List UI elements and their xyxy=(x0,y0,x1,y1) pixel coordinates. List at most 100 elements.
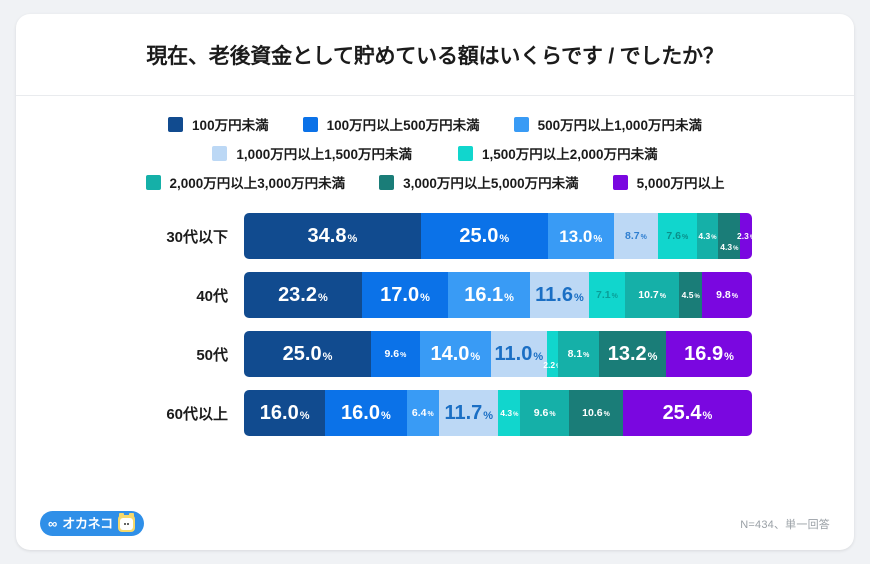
segment-number: 9.8 xyxy=(716,288,731,301)
percent-sign: % xyxy=(347,233,358,245)
bar-segment-value: 6.4% xyxy=(412,408,434,419)
bar-segment[interactable]: 9.6% xyxy=(520,390,570,436)
segment-number: 9.6 xyxy=(384,347,400,360)
legend-item[interactable]: 1,000万円以上1,500万円未満 xyxy=(212,143,412,163)
segment-number: 4.3 xyxy=(698,230,711,241)
bar-segment[interactable]: 8.7% xyxy=(613,213,658,259)
bar-segment-value: 34.8% xyxy=(308,226,358,246)
percent-sign: % xyxy=(733,246,739,252)
bar-segment-value: 8.1% xyxy=(568,349,590,360)
segment-number: 10.6 xyxy=(582,406,603,419)
legend-item[interactable]: 5,000万円以上 xyxy=(612,172,724,192)
segment-number: 16.0 xyxy=(259,402,299,424)
stacked-bar: 16.0% 16.0% 6.4% 11.7% 4.3% 9.6% 10.6% 25.4% xyxy=(244,390,752,436)
bar-segment[interactable]: 10.7% xyxy=(624,272,680,318)
bar-segment-value: 16.9% xyxy=(684,344,734,364)
legend-swatch-icon xyxy=(458,145,473,161)
bar-segment[interactable]: 16.1% xyxy=(448,272,530,318)
bar-segment[interactable]: 13.2% xyxy=(599,331,667,377)
bar-segment[interactable]: 16.0% xyxy=(244,390,326,436)
bar-segment[interactable]: 13.0% xyxy=(547,213,614,259)
bar-segment[interactable]: 25.0% xyxy=(420,213,548,259)
bar-segment[interactable]: 6.4% xyxy=(406,390,440,436)
percent-sign: % xyxy=(504,292,514,304)
bar-segment[interactable]: 2.3% xyxy=(737,213,752,259)
legend-swatch-icon xyxy=(612,174,628,190)
bar-segment[interactable]: 11.7% xyxy=(439,390,499,436)
bar-segment[interactable]: 4.3% xyxy=(718,213,741,259)
percent-sign: % xyxy=(611,292,618,300)
bar-segment-value: 23.2% xyxy=(278,285,328,305)
bar-segment-value: 13.0% xyxy=(559,228,602,245)
legend-item[interactable]: 100万円以上500万円未満 xyxy=(302,114,480,134)
legend-item[interactable]: 100万円未満 xyxy=(168,114,269,134)
bar-segment[interactable]: 4.5% xyxy=(679,272,703,318)
legend-item[interactable]: 3,000万円以上5,000万円未満 xyxy=(379,172,579,192)
legend-item[interactable]: 2,000万円以上3,000万円未満 xyxy=(145,172,345,192)
chart-card: 現在、老後資金として貯めている額はいくらです / でしたか？ 100万円未満 10… xyxy=(16,14,854,550)
bar-segment-value: 8.7% xyxy=(625,231,647,242)
bar-segment[interactable]: 8.1% xyxy=(557,331,600,377)
bar-segment[interactable]: 16.0% xyxy=(325,390,407,436)
segment-number: 2.3 xyxy=(737,230,749,241)
stacked-bar: 34.8%25.0%13.0%8.7%7.6%4.3%4.3%2.3% xyxy=(244,213,752,259)
percent-sign: % xyxy=(299,410,310,422)
cat-mascot-icon xyxy=(117,513,135,532)
percent-sign: % xyxy=(322,351,333,363)
legend-row-1: 100万円未満 100万円以上500万円未満 500万円以上1,000万円未満 xyxy=(38,114,832,134)
bar-segment[interactable]: 10.6% xyxy=(569,390,623,436)
bar-segment-value: 17.0% xyxy=(380,285,430,305)
bar-segment[interactable]: 2.2% xyxy=(543,331,561,377)
bar-segment-value: 9.6% xyxy=(534,408,556,419)
sample-size-note: N=434、単一回答 xyxy=(740,518,830,531)
bar-segment[interactable]: 17.0% xyxy=(361,272,449,318)
bar-segment[interactable]: 25.0% xyxy=(244,331,371,377)
bar-segment-value: 16.0% xyxy=(341,403,391,423)
legend-item-label: 1,000万円以上1,500万円未満 xyxy=(236,147,412,162)
bar-row-label: 60代以上 xyxy=(166,405,228,423)
segment-number: 16.0 xyxy=(341,402,380,424)
bar-segment-value: 11.6% xyxy=(535,285,584,305)
bar-segment[interactable]: 16.9% xyxy=(666,331,752,377)
bar-segment[interactable]: 25.4% xyxy=(622,390,752,436)
legend-item-label: 1,500万円以上2,000万円未満 xyxy=(482,147,658,162)
bar-segment[interactable]: 11.6% xyxy=(529,272,589,318)
bar-segment[interactable]: 7.1% xyxy=(588,272,625,318)
segment-number: 7.6 xyxy=(666,229,681,242)
bar-segment[interactable]: 7.6% xyxy=(658,213,697,259)
percent-sign: % xyxy=(750,235,752,241)
bar-segment[interactable]: 23.2% xyxy=(244,272,362,318)
percent-sign: % xyxy=(549,410,556,418)
bar-segment-value: 4.3% xyxy=(698,230,716,241)
segment-number: 8.1 xyxy=(567,347,583,360)
bar-row: 40代 23.2% 17.0% 16.1% 11.6% 7.1% 10.7% 4.5% 9.8% xyxy=(16,272,854,318)
bar-segment-value: 25.0% xyxy=(459,226,509,246)
segment-number: 25.4 xyxy=(662,402,702,424)
bar-segment[interactable]: 4.3% xyxy=(498,390,521,436)
percent-sign: % xyxy=(573,292,584,304)
chart-footer: ∞ オカネコ N=434、単一回答 xyxy=(16,511,854,536)
percent-sign: % xyxy=(640,233,647,241)
bar-segment[interactable]: 9.8% xyxy=(702,272,752,318)
percent-sign: % xyxy=(420,292,430,304)
bar-segment-value: 4.3% xyxy=(720,243,738,252)
bar-segment[interactable]: 11.0% xyxy=(490,331,547,377)
legend-item[interactable]: 1,500万円以上2,000万円未満 xyxy=(458,143,658,163)
legend-item[interactable]: 500万円以上1,000万円未満 xyxy=(513,114,702,134)
bar-segment[interactable]: 9.6% xyxy=(371,331,420,377)
bar-segment-value: 14.0% xyxy=(430,344,480,364)
bar-segment[interactable]: 34.8% xyxy=(244,213,421,259)
stacked-bar-chart: 30代以下34.8%25.0%13.0%8.7%7.6%4.3%4.3%2.3%… xyxy=(16,207,854,436)
okaneko-logo[interactable]: ∞ オカネコ xyxy=(40,511,144,536)
legend-item-label: 100万円未満 xyxy=(192,118,269,133)
percent-sign: % xyxy=(724,351,734,363)
stacked-bar: 23.2% 17.0% 16.1% 11.6% 7.1% 10.7% 4.5% 9.8% xyxy=(244,272,752,318)
bar-segment[interactable]: 14.0% xyxy=(419,331,491,377)
legend-swatch-icon xyxy=(145,174,161,190)
segment-number: 11.6 xyxy=(535,284,573,306)
percent-sign: % xyxy=(694,293,700,300)
bar-segment[interactable]: 4.3% xyxy=(696,213,719,259)
bar-segment-value: 2.3% xyxy=(737,230,752,241)
bar-segment-value: 13.2% xyxy=(608,344,658,364)
